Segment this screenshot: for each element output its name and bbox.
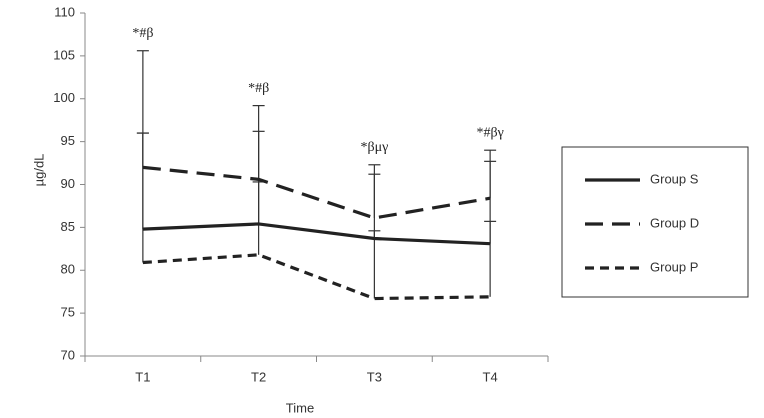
x-axis-label: Time	[286, 400, 314, 415]
annotation: *#βγ	[476, 125, 503, 140]
y-tick-label: 80	[61, 262, 75, 277]
y-tick-label: 110	[54, 4, 75, 19]
y-tick-label: 105	[53, 47, 75, 62]
legend-box	[561, 146, 749, 298]
legend-label: Group S	[650, 171, 699, 186]
annotation: *#β	[132, 26, 153, 41]
series-line	[142, 253, 491, 301]
y-tick-label: 90	[61, 176, 75, 191]
y-axis-label: µg/dL	[31, 154, 46, 187]
x-tick-label: T2	[251, 369, 266, 384]
y-tick-label: 95	[61, 133, 75, 148]
series-line	[142, 222, 491, 246]
series-line	[142, 165, 491, 220]
y-tick-label: 100	[53, 90, 75, 105]
x-tick-label: T4	[483, 369, 498, 384]
x-tick-label: T3	[367, 369, 382, 384]
y-tick-label: 75	[61, 305, 75, 320]
y-tick-label: 70	[61, 347, 75, 362]
x-tick-label: T1	[135, 369, 150, 384]
y-tick-label: 85	[61, 219, 75, 234]
legend-label: Group P	[650, 259, 698, 274]
legend-label: Group D	[650, 215, 699, 230]
annotation: *βμγ	[360, 140, 388, 155]
annotation: *#β	[248, 81, 269, 96]
